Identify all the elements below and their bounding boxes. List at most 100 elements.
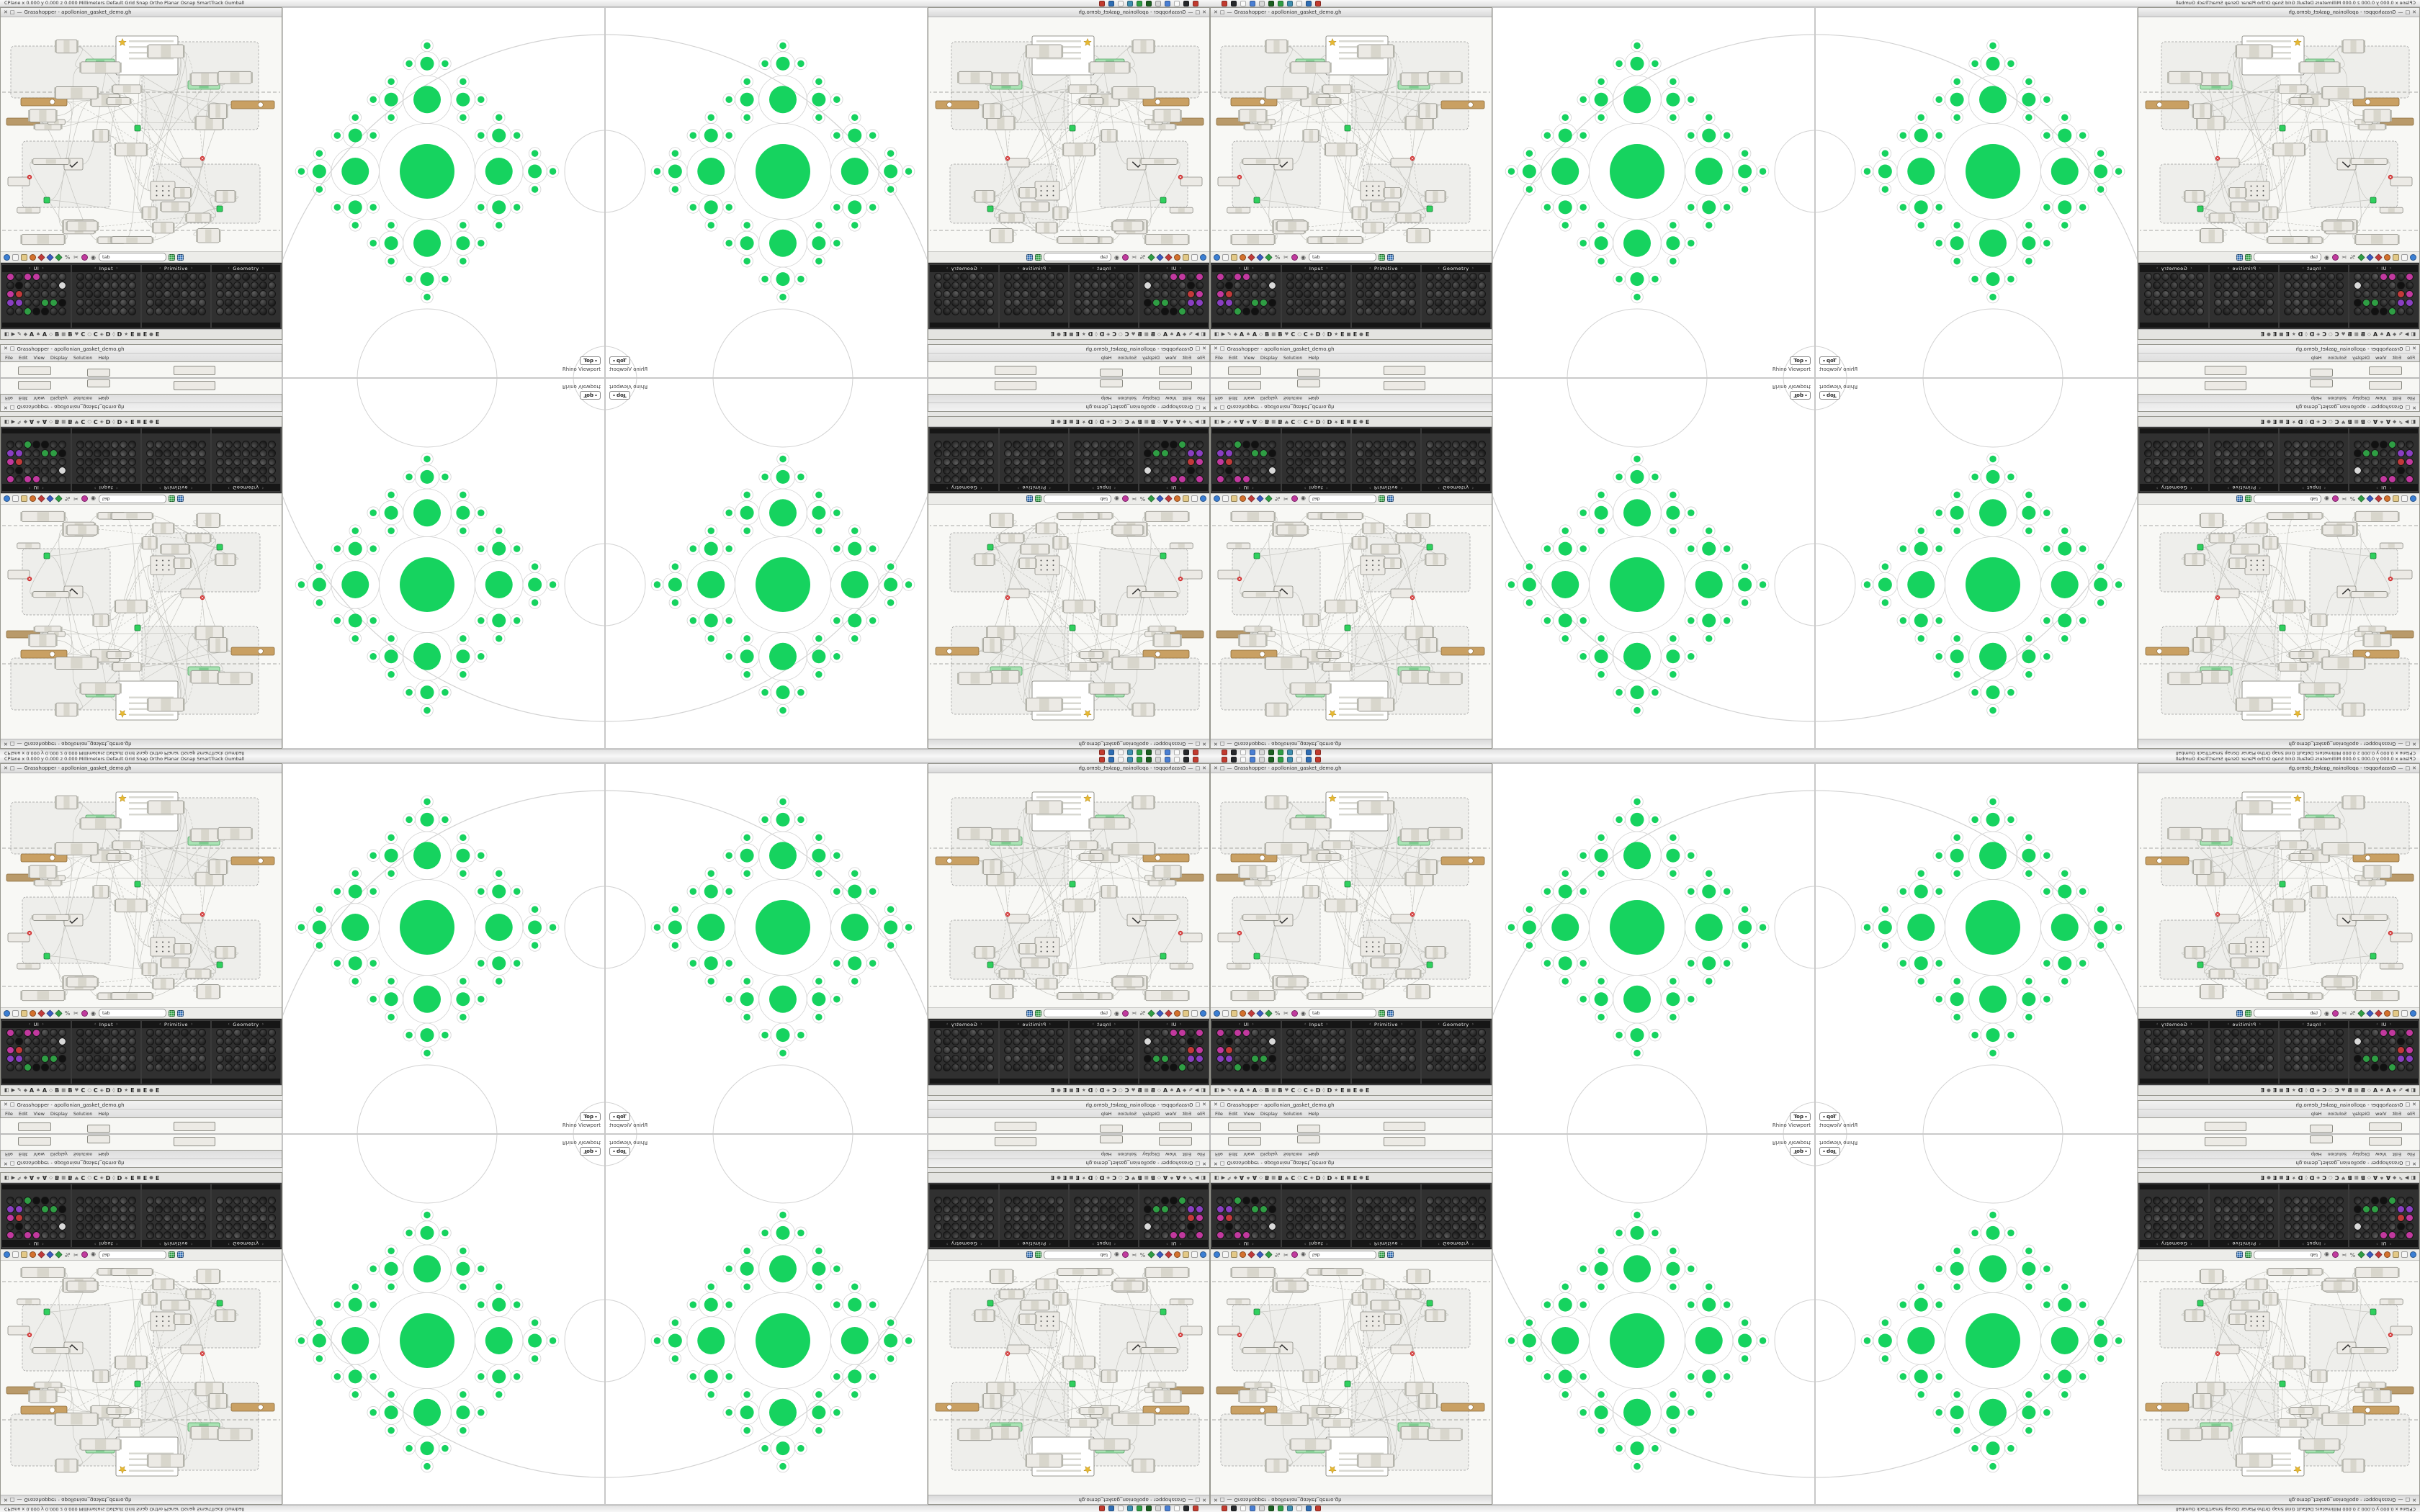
gh-node-err[interactable] (1217, 570, 1242, 582)
tab-letter[interactable]: D (1099, 418, 1105, 426)
component-icon[interactable] (1187, 1046, 1195, 1054)
component-icon[interactable] (172, 1231, 180, 1239)
gh-node-toggle[interactable] (1344, 125, 1351, 132)
component-icon[interactable] (50, 1055, 58, 1063)
component-icon[interactable] (85, 1197, 93, 1205)
component-icon[interactable] (155, 475, 163, 483)
component-icon[interactable] (1144, 307, 1152, 315)
tab-strip-icon[interactable]: ✎ (17, 1175, 22, 1181)
component-icon[interactable] (969, 299, 977, 307)
close-icon[interactable]: ✕ (1202, 1497, 1206, 1503)
palette-tab[interactable]: ‹ Geometry › (2140, 1240, 2208, 1247)
component-icon[interactable] (76, 1029, 84, 1037)
rhino-viewport[interactable] (1492, 1134, 1815, 1505)
window-title-bar[interactable]: ✕ □ — Grasshopper - apollonian_gasket_de… (1211, 1495, 1492, 1504)
component-icon[interactable] (1100, 1205, 1108, 1213)
component-icon[interactable] (1083, 290, 1090, 298)
component-icon[interactable] (986, 1197, 994, 1205)
maximize-icon[interactable]: □ (9, 405, 15, 410)
component-icon[interactable] (32, 307, 40, 315)
palette-next-icon[interactable]: › (42, 1241, 45, 1246)
component-icon[interactable] (1091, 475, 1099, 483)
percent-icon[interactable]: % (1139, 495, 1146, 503)
component-icon[interactable] (960, 1055, 968, 1063)
gh-node-toggle[interactable] (216, 205, 223, 212)
component-icon[interactable] (242, 441, 250, 449)
component-icon[interactable] (233, 475, 241, 483)
gh-node-plain[interactable] (110, 992, 154, 1000)
component-icon[interactable] (951, 449, 959, 457)
component-icon[interactable] (1004, 1231, 1012, 1239)
component-icon[interactable] (2266, 282, 2274, 289)
close-icon[interactable]: ✕ (4, 1497, 8, 1503)
component-icon[interactable] (1260, 1214, 1268, 1222)
component-icon[interactable] (1260, 1038, 1268, 1045)
component-icon[interactable] (1321, 1029, 1329, 1037)
component-icon[interactable] (1030, 458, 1038, 466)
menu-item-solution[interactable]: Solution (1283, 1110, 1303, 1117)
component-icon[interactable] (1461, 290, 1469, 298)
minimize-icon[interactable]: — (17, 741, 22, 747)
component-icon[interactable] (1083, 1223, 1090, 1230)
gh-node-toggle[interactable] (2197, 1300, 2204, 1307)
component-icon[interactable] (2327, 1197, 2335, 1205)
component-icon[interactable] (2196, 475, 2204, 483)
component-icon[interactable] (2301, 1214, 2309, 1222)
gh-node-plain[interactable] (1152, 109, 1182, 122)
menu-item-edit[interactable]: Edit (1228, 395, 1238, 402)
tab-letter[interactable]: E (2272, 330, 2277, 338)
component-icon[interactable] (1408, 1197, 1416, 1205)
component-icon[interactable] (1260, 1029, 1268, 1037)
component-icon[interactable] (1391, 458, 1399, 466)
component-icon[interactable] (1295, 1038, 1303, 1045)
component-icon[interactable] (2388, 282, 2396, 289)
component-icon[interactable] (2187, 1055, 2195, 1063)
component-icon[interactable] (2318, 1214, 2326, 1222)
component-icon[interactable] (1365, 441, 1373, 449)
component-icon[interactable] (189, 1231, 197, 1239)
palette-next-icon[interactable]: › (1091, 485, 1094, 490)
component-icon[interactable] (189, 1055, 197, 1063)
minimize-icon[interactable]: — (17, 765, 22, 771)
component-icon[interactable] (268, 1205, 276, 1213)
component-icon[interactable] (943, 1197, 951, 1205)
component-icon[interactable] (1260, 1046, 1268, 1054)
tab-strip-icon[interactable]: ▶ (1194, 1087, 1199, 1093)
component-icon[interactable] (1100, 449, 1108, 457)
taskbar-icon-white[interactable] (1296, 1506, 1302, 1511)
palette-prev-icon[interactable]: ‹ (2259, 485, 2261, 490)
gh-node-plain[interactable] (1018, 187, 1037, 199)
maximize-icon[interactable]: □ (1195, 1102, 1201, 1107)
component-icon[interactable] (1338, 1231, 1346, 1239)
component-icon[interactable] (233, 1038, 241, 1045)
gh-node-plain[interactable] (1035, 522, 1059, 534)
menu-item-display[interactable]: Display (1142, 1110, 1160, 1117)
menu-item-display[interactable]: Display (50, 354, 68, 361)
diamond-red-icon[interactable] (1247, 495, 1255, 503)
gh-node-plain[interactable] (2192, 1393, 2213, 1409)
component-icon[interactable] (1399, 1038, 1407, 1045)
component-icon[interactable] (1170, 1231, 1178, 1239)
component-icon[interactable] (969, 1038, 977, 1045)
component-icon[interactable] (2293, 467, 2300, 474)
component-icon[interactable] (102, 1214, 110, 1222)
component-icon[interactable] (2179, 1063, 2187, 1071)
gh-node-plain[interactable] (1062, 1355, 1096, 1369)
search-input[interactable] (1044, 1009, 1111, 1017)
gh-node-plain[interactable] (2200, 828, 2231, 842)
component-icon[interactable] (1234, 449, 1242, 457)
component-icon[interactable] (216, 475, 224, 483)
gh-node-toggle[interactable] (43, 1308, 50, 1315)
component-icon[interactable] (163, 449, 171, 457)
palette-prev-icon[interactable]: ‹ (159, 485, 161, 490)
component-icon[interactable] (111, 1046, 119, 1054)
gh-node-slider[interactable] (1440, 100, 1485, 109)
component-icon[interactable] (1225, 307, 1233, 315)
component-icon[interactable] (225, 449, 233, 457)
palette-next-icon[interactable]: › (2227, 266, 2229, 271)
component-icon[interactable] (50, 467, 58, 474)
gh-node-plain[interactable] (1230, 1266, 1276, 1279)
component-icon[interactable] (32, 475, 40, 483)
component-icon[interactable] (1216, 1197, 1224, 1205)
component-icon[interactable] (1216, 441, 1224, 449)
